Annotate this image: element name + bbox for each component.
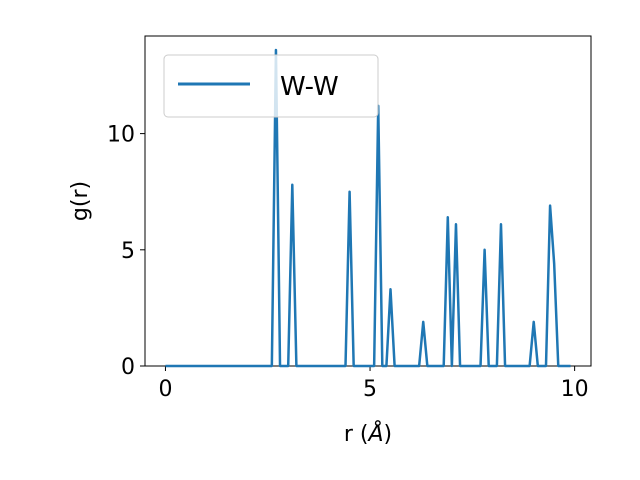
y-axis-ticks: 0 5 10 [107,123,145,380]
legend: W-W [163,54,379,118]
series-layer [165,48,571,368]
x-tick-label: 0 [158,377,172,402]
series-line-0 [165,48,571,368]
y-tick-label: 10 [107,123,135,148]
x-axis-label: r (Å) [344,420,392,447]
y-tick-label: 5 [121,239,135,264]
legend-box [163,54,379,118]
x-tick-label: 5 [363,377,377,402]
x-axis-label-main: r ( [344,422,369,447]
x-tick-label: 10 [561,377,589,402]
x-axis-label-close: ) [384,422,393,447]
legend-label: W-W [280,72,339,102]
y-tick-label: 0 [121,355,135,380]
x-axis-label-unit: Å [366,420,383,447]
y-axis-label: g(r) [68,181,93,221]
x-axis-ticks: 0 5 10 [158,366,589,402]
